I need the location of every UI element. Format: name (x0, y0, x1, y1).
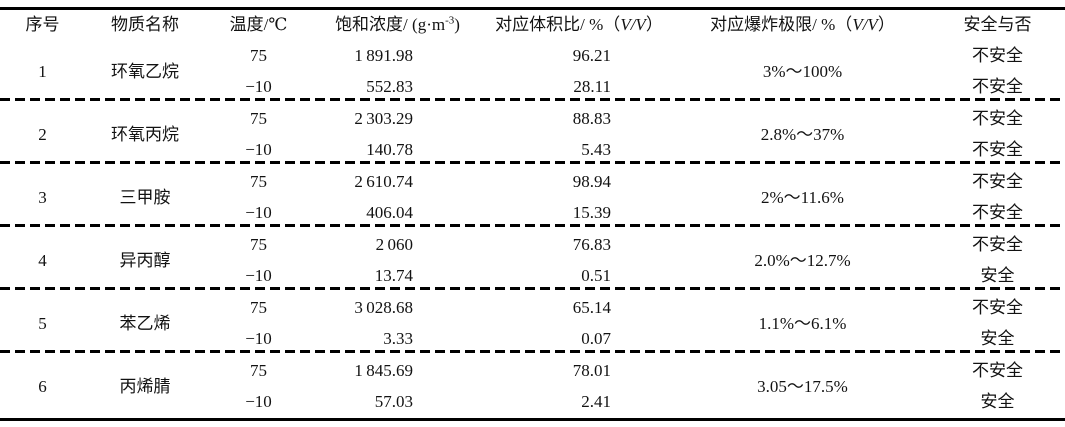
header-explosion-limit-vv: V/V (852, 15, 878, 35)
cell-substance: 丙烯腈 (119, 376, 171, 396)
cell-explosion-limit: 2.8%～37% (760, 124, 845, 144)
cell-temp: 75 (250, 108, 267, 128)
cell-explosion-limit: 2%～11.6% (761, 187, 844, 207)
header-saturation-superscript: -3 (445, 14, 455, 27)
group-separator-3 (0, 224, 1065, 227)
cell-safety: 不安全 (972, 108, 1023, 128)
cell-saturation: 1 891.98 (354, 45, 413, 65)
cell-explosion-limit: 2.0%～12.7% (754, 250, 851, 270)
cell-temp: 75 (250, 234, 267, 254)
cell-volume-ratio: 98.94 (572, 171, 611, 191)
header-saturation-prefix: 饱和浓度/ (g·m (335, 15, 446, 35)
cell-volume-ratio: 96.21 (572, 45, 611, 65)
cell-volume-ratio: 88.83 (572, 108, 611, 128)
cell-saturation: 2 610.74 (354, 171, 413, 191)
cell-saturation: 2 303.29 (354, 108, 413, 128)
cell-saturation: 1 845.69 (354, 360, 413, 380)
header-explosion-limit: 对应爆炸极限/ %（V/V） (675, 10, 930, 40)
header-volume-ratio: 对应体积比/ %（V/V） (483, 10, 675, 40)
header-saturation-suffix: ) (454, 15, 460, 35)
cell-no: 3 (38, 187, 47, 207)
group-separator-5 (0, 350, 1065, 353)
cell-saturation: 406.04 (366, 203, 413, 223)
cell-temp: −10 (245, 203, 272, 223)
cell-safety: 不安全 (972, 171, 1023, 191)
header-safety: 安全与否 (963, 15, 1032, 35)
cell-saturation: 3.33 (383, 329, 413, 349)
header-temperature: 温度/℃ (229, 15, 288, 35)
cell-volume-ratio: 78.01 (572, 360, 611, 380)
cell-saturation: 552.83 (366, 77, 413, 97)
group-separator-1 (0, 98, 1065, 101)
cell-safety: 不安全 (972, 77, 1023, 97)
cell-saturation: 13.74 (374, 266, 413, 286)
cell-temp: −10 (245, 266, 272, 286)
cell-volume-ratio: 0.51 (581, 266, 611, 286)
cell-substance: 三甲胺 (119, 187, 171, 207)
group-separator-2 (0, 161, 1065, 164)
header-volume-ratio-prefix: 对应体积比/ %（ (495, 15, 621, 35)
cell-safety: 安全 (980, 329, 1015, 349)
group-separator-4 (0, 287, 1065, 290)
cell-safety: 不安全 (972, 140, 1023, 160)
header-saturation: 饱和浓度/ (g·m-3) (312, 10, 483, 40)
cell-no: 1 (38, 61, 47, 81)
cell-substance: 环氧丙烷 (111, 124, 179, 144)
cell-volume-ratio: 76.83 (572, 234, 611, 254)
cell-temp: −10 (245, 140, 272, 160)
cell-temp: 75 (250, 45, 267, 65)
cell-volume-ratio: 15.39 (572, 203, 611, 223)
cell-saturation: 140.78 (366, 140, 413, 160)
cell-no: 6 (38, 376, 47, 396)
cell-no: 5 (38, 313, 47, 333)
header-volume-ratio-vv: V/V (620, 15, 646, 35)
cell-substance: 异丙醇 (119, 250, 171, 270)
cell-volume-ratio: 65.14 (572, 297, 611, 317)
cell-volume-ratio: 28.11 (573, 77, 611, 97)
cell-explosion-limit: 3.05～17.5% (757, 376, 848, 396)
cell-safety: 安全 (980, 266, 1015, 286)
cell-safety: 不安全 (972, 297, 1023, 317)
cell-saturation: 57.03 (374, 392, 413, 412)
cell-explosion-limit: 1.1%～6.1% (758, 313, 847, 333)
cell-safety: 不安全 (972, 203, 1023, 223)
cell-temp: 75 (250, 360, 267, 380)
cell-volume-ratio: 5.43 (581, 140, 611, 160)
cell-safety: 不安全 (972, 360, 1023, 380)
cell-no: 4 (38, 250, 47, 270)
header-substance: 物质名称 (111, 15, 179, 35)
header-volume-ratio-text: 对应体积比/ %（V/V） (495, 15, 663, 35)
cell-temp: −10 (245, 77, 272, 97)
cell-safety: 安全 (980, 392, 1015, 412)
table-bottom-rule (0, 418, 1065, 421)
cell-volume-ratio: 0.07 (581, 329, 611, 349)
cell-no: 2 (38, 124, 47, 144)
cell-volume-ratio: 2.41 (581, 392, 611, 412)
cell-saturation: 2 060 (375, 234, 413, 254)
header-volume-ratio-suffix: ） (645, 15, 663, 35)
header-explosion-limit-prefix: 对应爆炸极限/ %（ (710, 15, 853, 35)
cell-saturation: 3 028.68 (354, 297, 413, 317)
cell-temp: −10 (245, 392, 272, 412)
cell-explosion-limit: 3%～100% (762, 61, 843, 81)
header-explosion-limit-suffix: ） (877, 15, 895, 35)
header-saturation-text: 饱和浓度/ (g·m-3) (335, 15, 460, 35)
cell-temp: −10 (245, 329, 272, 349)
cell-substance: 环氧乙烷 (111, 61, 179, 81)
cell-temp: 75 (250, 297, 267, 317)
cell-temp: 75 (250, 171, 267, 191)
header-explosion-limit-text: 对应爆炸极限/ %（V/V） (710, 15, 895, 35)
cell-substance: 苯乙烯 (119, 313, 171, 333)
header-no: 序号 (25, 15, 60, 35)
table-top-rule (0, 7, 1065, 10)
cell-safety: 不安全 (972, 45, 1023, 65)
cell-safety: 不安全 (972, 234, 1023, 254)
safety-table: 序号 物质名称 温度/℃ 饱和浓度/ (g·m-3) 对应体积比/ %（V/V）… (0, 10, 1065, 418)
